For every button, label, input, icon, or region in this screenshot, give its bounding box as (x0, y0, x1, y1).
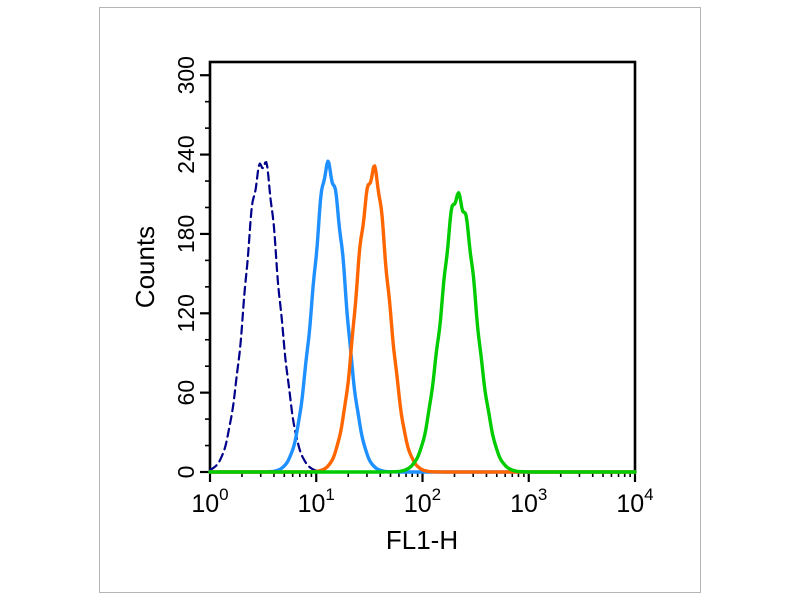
flow-cytometry-histogram-chart: 0 60 120 180 240 300 100 101 102 103 104 Counts FL… (130, 56, 654, 555)
series-orange-peak (208, 164, 637, 474)
x-tick-label: 103 (510, 485, 547, 518)
x-tick-label: 104 (616, 485, 653, 518)
histogram-curves (208, 159, 637, 474)
y-tick-label: 60 (173, 380, 199, 406)
series-green-peak (208, 191, 637, 474)
y-tick-label: 120 (173, 294, 199, 332)
y-tick-label: 180 (173, 215, 199, 253)
x-tick-label: 102 (404, 485, 441, 518)
y-tick-label: 0 (173, 466, 199, 479)
series-light-blue-peak (208, 159, 637, 474)
x-tick-label: 100 (191, 485, 228, 518)
figure-frame: 0 60 120 180 240 300 100 101 102 103 104 Counts FL… (99, 7, 701, 593)
y-axis-label: Counts (130, 226, 160, 308)
y-tick-label: 300 (173, 56, 199, 94)
x-tick-label: 101 (298, 485, 335, 518)
y-tick-label: 240 (173, 135, 199, 173)
plot-frame (208, 60, 637, 474)
x-axis-label: FL1-H (386, 525, 458, 555)
series-dark-blue-dashed-peak (208, 161, 637, 474)
